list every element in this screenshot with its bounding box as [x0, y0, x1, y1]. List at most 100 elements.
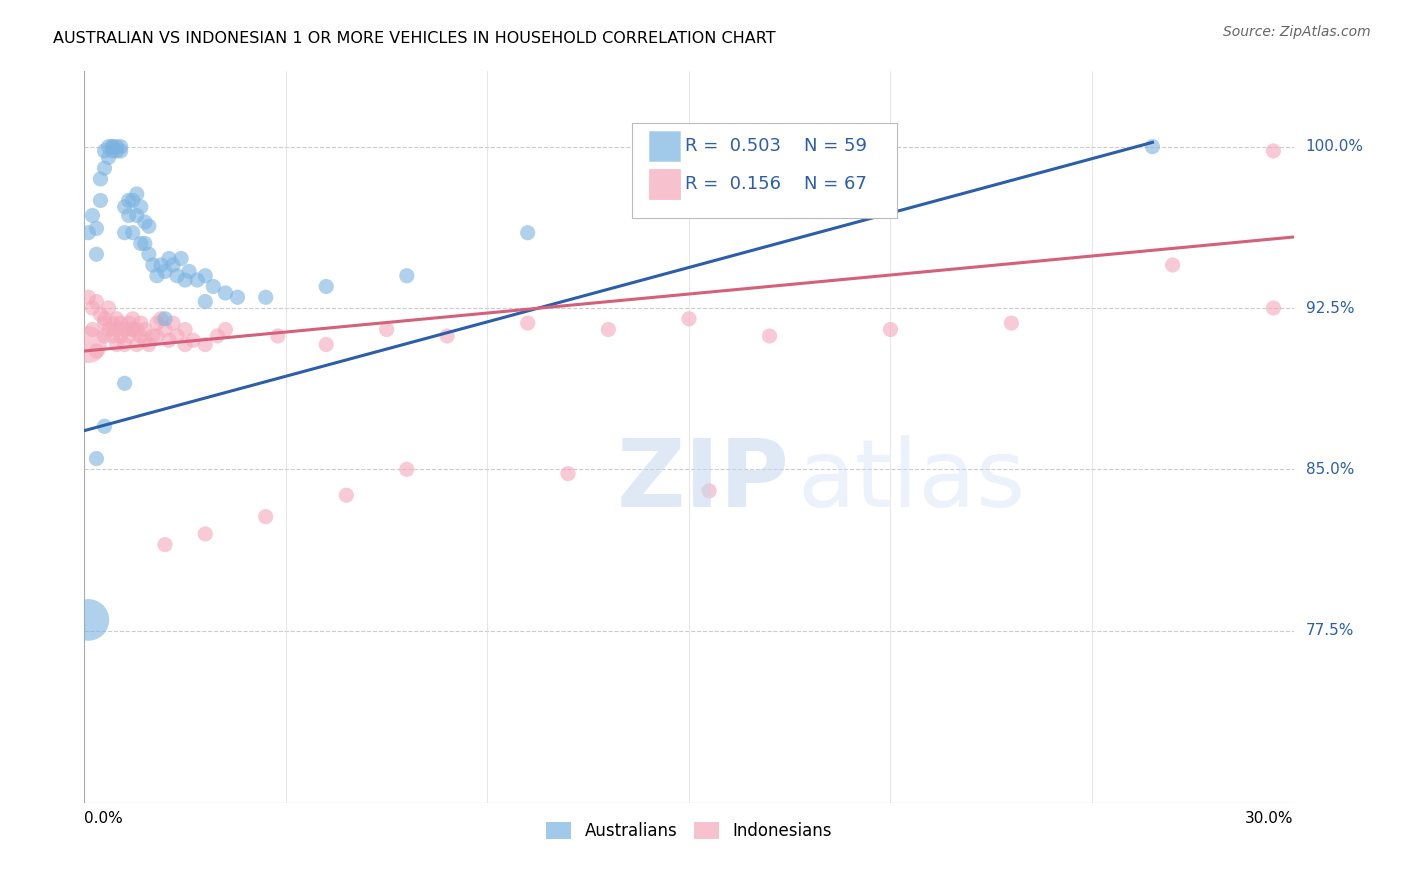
Point: [146, 316, 169, 330]
Point: [335, 488, 357, 502]
Point: [146, 268, 169, 283]
Point: [93, 161, 115, 176]
Point: [174, 322, 197, 336]
Text: R =  0.503    N = 59: R = 0.503 N = 59: [685, 137, 868, 155]
Point: [153, 538, 176, 552]
Point: [1142, 139, 1164, 153]
Point: [121, 226, 143, 240]
Point: [93, 419, 115, 434]
Point: [697, 483, 720, 498]
Point: [149, 311, 172, 326]
Point: [110, 139, 132, 153]
Point: [105, 139, 128, 153]
Point: [93, 329, 115, 343]
Point: [101, 329, 124, 343]
Point: [226, 290, 249, 304]
Point: [121, 311, 143, 326]
Point: [110, 144, 132, 158]
Point: [97, 150, 120, 164]
Point: [395, 462, 418, 476]
Text: Source: ZipAtlas.com: Source: ZipAtlas.com: [1223, 25, 1371, 39]
Point: [114, 322, 136, 336]
Text: 77.5%: 77.5%: [1306, 624, 1354, 638]
Point: [89, 308, 111, 322]
Text: 85.0%: 85.0%: [1306, 462, 1354, 477]
Point: [157, 252, 180, 266]
Point: [166, 268, 188, 283]
Text: 0.0%: 0.0%: [84, 812, 124, 826]
Point: [146, 329, 169, 343]
Point: [125, 186, 148, 201]
Point: [179, 264, 201, 278]
Point: [93, 316, 115, 330]
Point: [134, 236, 156, 251]
Point: [114, 226, 136, 240]
Point: [110, 316, 132, 330]
Point: [153, 264, 176, 278]
Point: [557, 467, 579, 481]
Point: [129, 236, 152, 251]
Point: [678, 194, 700, 208]
Text: R =  0.156    N = 67: R = 0.156 N = 67: [685, 175, 868, 193]
Point: [516, 226, 538, 240]
Point: [214, 285, 236, 300]
Point: [149, 258, 172, 272]
Point: [138, 247, 160, 261]
Point: [162, 258, 184, 272]
Point: [202, 279, 225, 293]
Point: [153, 311, 176, 326]
Point: [1000, 316, 1022, 330]
Point: [138, 337, 160, 351]
Point: [114, 200, 136, 214]
Point: [153, 322, 176, 336]
Point: [134, 322, 156, 336]
Point: [174, 273, 197, 287]
Text: 1 or more Vehicles in Household: 1 or more Vehicles in Household: [0, 313, 3, 561]
Point: [89, 172, 111, 186]
Point: [121, 194, 143, 208]
Point: [758, 329, 780, 343]
Point: [118, 194, 141, 208]
Point: [157, 333, 180, 347]
Point: [194, 337, 217, 351]
Point: [254, 509, 277, 524]
Point: [142, 258, 165, 272]
Point: [86, 221, 108, 235]
Point: [129, 200, 152, 214]
Point: [214, 322, 236, 336]
Point: [194, 527, 217, 541]
Point: [138, 219, 160, 234]
Point: [121, 322, 143, 336]
Point: [105, 311, 128, 326]
Point: [129, 316, 152, 330]
Point: [101, 139, 124, 153]
Point: [118, 316, 141, 330]
Point: [93, 311, 115, 326]
Point: [86, 247, 108, 261]
Point: [125, 209, 148, 223]
Point: [207, 329, 229, 343]
Point: [86, 294, 108, 309]
Text: ZIP: ZIP: [616, 435, 789, 527]
Point: [186, 273, 208, 287]
Point: [89, 194, 111, 208]
Point: [194, 268, 217, 283]
Point: [77, 290, 100, 304]
Point: [82, 301, 104, 315]
Point: [142, 329, 165, 343]
Point: [1263, 301, 1285, 315]
Point: [1161, 258, 1184, 272]
Point: [97, 301, 120, 315]
Point: [101, 139, 124, 153]
Text: 30.0%: 30.0%: [1246, 812, 1294, 826]
Point: [118, 209, 141, 223]
Point: [315, 337, 337, 351]
Text: 92.5%: 92.5%: [1306, 301, 1354, 316]
Point: [82, 209, 104, 223]
Point: [121, 322, 143, 336]
Point: [1263, 144, 1285, 158]
Point: [86, 451, 108, 466]
Point: [93, 144, 115, 158]
Point: [77, 337, 100, 351]
Point: [162, 316, 184, 330]
